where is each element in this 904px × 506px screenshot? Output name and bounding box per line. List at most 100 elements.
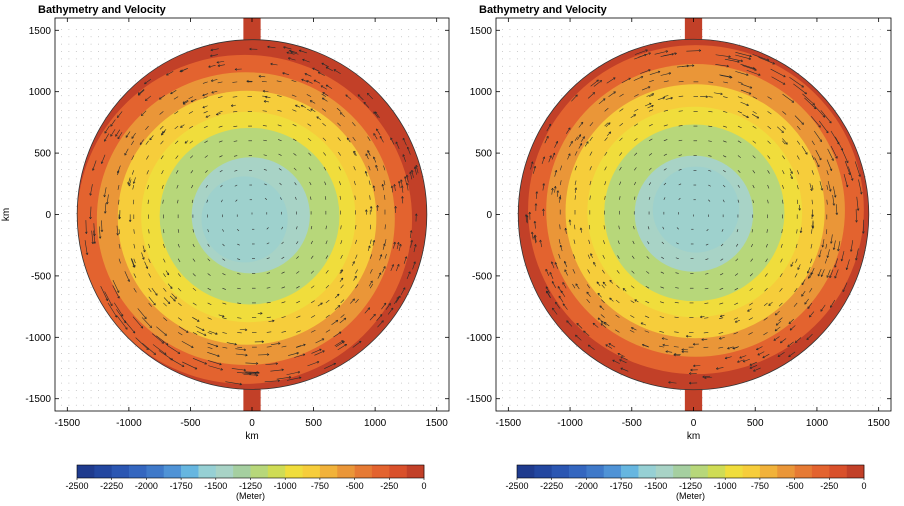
velocity-arrow [830, 299, 836, 308]
velocity-arrow [333, 69, 341, 75]
velocity-arrow-head [835, 212, 839, 215]
velocity-arrow-head [826, 255, 830, 258]
velocity-arrow-head [640, 76, 644, 79]
velocity-arrow [296, 285, 300, 289]
velocity-arrow [736, 229, 739, 233]
colorbar-swatch [777, 465, 795, 478]
velocity-arrow-head [145, 266, 149, 269]
velocity-arrow [663, 124, 668, 127]
velocity-arrow [826, 184, 829, 190]
velocity-arrow [763, 302, 768, 307]
velocity-arrow [601, 320, 607, 326]
velocity-arrow [768, 301, 773, 306]
velocity-arrow-head [306, 80, 309, 83]
y-tick-label: 1000 [29, 87, 52, 98]
velocity-arrow [647, 226, 650, 230]
velocity-arrow [147, 199, 149, 204]
velocity-arrow [373, 111, 379, 118]
velocity-arrow [323, 166, 327, 171]
velocity-arrow [237, 346, 243, 348]
velocity-arrow [278, 153, 282, 156]
velocity-arrow [800, 227, 802, 233]
velocity-arrow [127, 177, 131, 185]
velocity-arrow [177, 332, 183, 336]
velocity-arrow [597, 293, 602, 298]
velocity-arrow-head [546, 135, 549, 139]
velocity-arrow [148, 258, 151, 263]
velocity-arrow-head [774, 312, 778, 316]
velocity-arrow [369, 313, 376, 321]
velocity-arrow [175, 170, 179, 174]
velocity-arrow-head [382, 243, 386, 246]
velocity-arrow [135, 337, 149, 350]
velocity-arrow [620, 367, 629, 372]
velocity-arrow [322, 92, 329, 97]
velocity-arrow [835, 204, 838, 215]
velocity-arrow-head [829, 275, 832, 279]
velocity-arrow [296, 300, 301, 304]
velocity-arrow-head [634, 299, 637, 302]
velocity-arrow [325, 225, 327, 230]
velocity-arrow-head [395, 141, 399, 145]
velocity-arrow [617, 240, 620, 245]
velocity-arrow [542, 183, 545, 191]
velocity-arrow [552, 307, 558, 315]
velocity-arrow [673, 354, 681, 356]
velocity-arrow [171, 293, 177, 299]
velocity-arrow [345, 94, 352, 100]
velocity-arrow [605, 344, 613, 349]
velocity-arrow [403, 256, 407, 264]
velocity-arrow [161, 170, 164, 175]
velocity-arrow-head [801, 122, 804, 125]
velocity-arrow [630, 315, 635, 318]
velocity-arrow [619, 166, 622, 171]
velocity-arrow [188, 96, 194, 100]
velocity-arrow-head [574, 187, 578, 190]
velocity-arrow-head [748, 57, 752, 60]
velocity-arrow [175, 155, 179, 159]
velocity-arrow [290, 51, 299, 55]
velocity-arrow [723, 140, 727, 143]
velocity-arrow [804, 97, 817, 110]
velocity-arrow-head [346, 137, 350, 141]
velocity-arrow-head [215, 332, 218, 335]
velocity-arrow [394, 184, 396, 192]
velocity-arrow-head [542, 156, 546, 160]
velocity-arrow [633, 76, 644, 81]
velocity-arrow [167, 283, 173, 289]
velocity-arrow [616, 284, 620, 289]
velocity-arrow [180, 124, 185, 128]
velocity-arrow-head [344, 343, 347, 347]
colorbar-swatch [707, 465, 726, 478]
velocity-arrow [562, 303, 568, 310]
velocity-arrow-head [239, 382, 242, 386]
velocity-arrow-head [599, 305, 602, 308]
velocity-arrow-head [746, 103, 749, 106]
velocity-arrow [148, 243, 151, 249]
velocity-arrow [763, 317, 768, 321]
velocity-arrow [222, 287, 226, 290]
velocity-arrow [740, 101, 749, 106]
velocity-arrow [678, 81, 684, 83]
velocity-arrow-head [283, 46, 286, 49]
velocity-arrow-head [180, 125, 183, 128]
velocity-arrow-head [142, 257, 145, 260]
velocity-arrow [288, 57, 296, 61]
velocity-arrow [235, 199, 238, 202]
velocity-arrow [204, 155, 208, 158]
velocity-arrow [661, 241, 665, 245]
y-tick-label: 1000 [470, 87, 493, 98]
colorbar-swatch [302, 465, 321, 478]
velocity-arrow [790, 261, 794, 267]
colorbar-tick-label: -2000 [135, 481, 158, 491]
velocity-arrow [765, 243, 768, 248]
velocity-arrow [395, 141, 400, 149]
velocity-arrow [182, 361, 198, 370]
velocity-arrow [621, 77, 631, 84]
velocity-arrow [775, 320, 782, 326]
velocity-arrow [384, 253, 387, 259]
velocity-arrow-head [114, 315, 118, 318]
velocity-arrow-head [748, 92, 752, 95]
velocity-arrow [541, 156, 545, 165]
velocity-arrow [159, 125, 164, 130]
